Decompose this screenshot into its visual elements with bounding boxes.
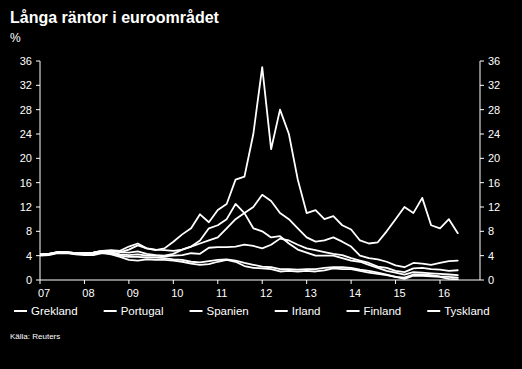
y2-tick-label: 20	[488, 152, 500, 164]
y-tick-label: 16	[20, 177, 32, 189]
y2-tick	[480, 182, 484, 183]
x-tick-label: 16	[438, 287, 450, 299]
legend-label: Grekland	[31, 305, 78, 317]
x-tick	[173, 280, 174, 284]
background	[0, 0, 522, 369]
x-axis	[40, 280, 480, 281]
plot-area	[40, 67, 458, 279]
x-tick-label: 08	[82, 287, 94, 299]
y-tick-label: 36	[20, 55, 32, 67]
x-tick-label: 12	[260, 287, 272, 299]
y-tick-label: 12	[20, 201, 32, 213]
y-tick	[36, 109, 40, 110]
y2-tick	[480, 134, 484, 135]
series-line	[40, 195, 458, 267]
x-tick	[40, 280, 41, 284]
x-tick-label: 10	[171, 287, 183, 299]
y2-tick-label: 0	[488, 274, 494, 286]
legend-label: Tyskland	[444, 305, 489, 317]
x-tick-label: 09	[127, 287, 139, 299]
legend-swatch	[14, 310, 27, 312]
y-tick	[36, 280, 40, 281]
series-line	[40, 253, 458, 279]
y-tick	[36, 134, 40, 135]
x-tick	[128, 280, 129, 284]
x-tick	[84, 280, 85, 284]
y-axis	[40, 61, 41, 280]
y-tick-label: 20	[20, 152, 32, 164]
legend: Grekland Portugal Spanien Irland Finland Tysk…	[14, 305, 490, 317]
x-tick	[351, 280, 352, 284]
y2-tick-label: 36	[488, 55, 500, 67]
x-tick	[395, 280, 396, 284]
y-tick-label: 28	[20, 104, 32, 116]
y2-tick	[480, 85, 484, 86]
y2-tick	[480, 61, 484, 62]
y-tick	[36, 182, 40, 183]
x-tick	[262, 280, 263, 284]
y2-tick	[480, 207, 484, 208]
legend-label: Finland	[364, 305, 402, 317]
y-tick	[36, 207, 40, 208]
chart: Långa räntor i euroområdet% 0 4 8 12 16 20 24 28…	[0, 0, 522, 369]
y2-axis	[480, 61, 481, 280]
legend-swatch	[190, 310, 203, 312]
y-tick-label: 4	[26, 250, 32, 262]
series-line	[40, 252, 458, 278]
y-tick-label: 24	[20, 128, 32, 140]
series-line	[40, 67, 458, 254]
y2-tick-label: 8	[488, 225, 494, 237]
y-tick	[36, 255, 40, 256]
x-tick-label: 07	[38, 287, 50, 299]
title: Långa räntor i euroområdet	[10, 9, 220, 26]
y-label: %	[10, 31, 21, 45]
x-tick-label: 11	[216, 287, 227, 299]
y-tick-label: 0	[26, 274, 32, 286]
y-tick	[36, 61, 40, 62]
y2-tick-label: 24	[488, 128, 500, 140]
y2-tick-label: 4	[488, 250, 494, 262]
x-tick	[440, 280, 441, 284]
x-tick-label: 15	[393, 287, 405, 299]
legend-label: Spanien	[207, 305, 249, 317]
y2-tick-label: 16	[488, 177, 500, 189]
legend-swatch	[275, 310, 288, 312]
y2-tick-label: 32	[488, 79, 500, 91]
x-tick-label: 14	[349, 287, 361, 299]
y2-tick	[480, 109, 484, 110]
y2-tick	[480, 280, 484, 281]
y-tick	[36, 85, 40, 86]
x-tick-label: 13	[305, 287, 317, 299]
y2-tick	[480, 231, 484, 232]
y-tick	[36, 158, 40, 159]
y2-tick-label: 28	[488, 104, 500, 116]
y-tick-label: 32	[20, 79, 32, 91]
legend-label: Portugal	[121, 305, 164, 317]
source: Källa: Reuters	[10, 332, 60, 341]
y-tick-label: 8	[26, 225, 32, 237]
y2-tick	[480, 255, 484, 256]
legend-label: Irland	[292, 305, 321, 317]
x-tick	[217, 280, 218, 284]
legend-swatch	[104, 310, 117, 312]
legend-swatch	[347, 310, 360, 312]
y2-tick	[480, 158, 484, 159]
y-tick	[36, 231, 40, 232]
x-tick	[306, 280, 307, 284]
y2-tick-label: 12	[488, 201, 500, 213]
legend-swatch	[427, 310, 440, 312]
